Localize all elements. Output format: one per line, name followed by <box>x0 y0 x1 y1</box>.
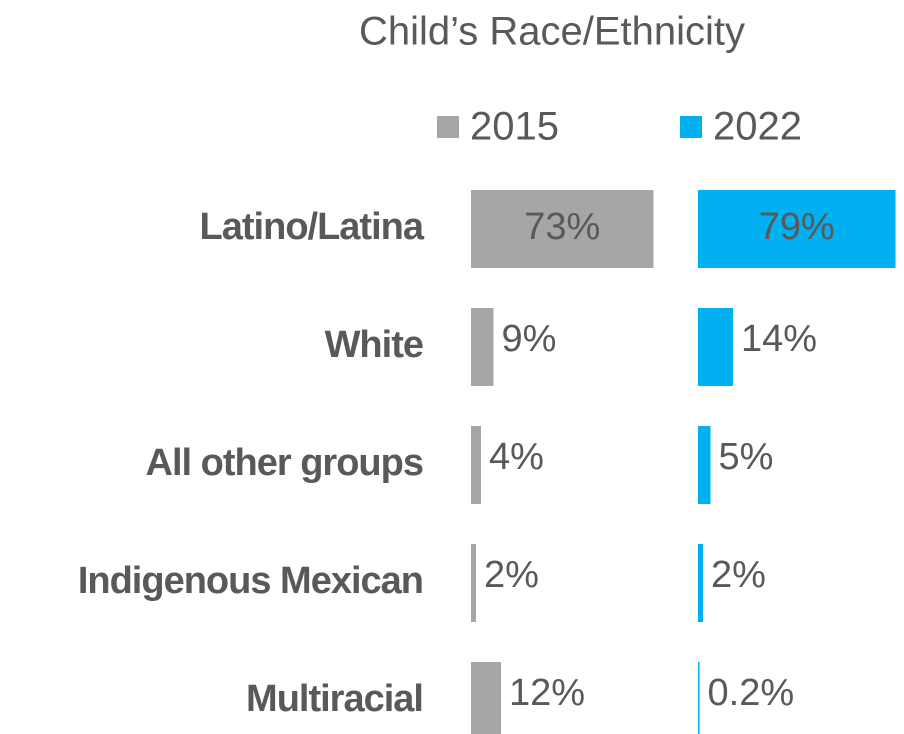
category-label: White <box>325 324 423 366</box>
bar <box>698 662 700 734</box>
data-label: 2% <box>711 554 766 596</box>
data-label: 73% <box>524 206 600 248</box>
category-label: Latino/Latina <box>200 206 425 248</box>
legend-swatch <box>680 116 702 138</box>
data-label: 2% <box>484 554 539 596</box>
bar <box>471 190 654 268</box>
chart-title: Child’s Race/Ethnicity <box>359 10 745 54</box>
legend-swatch <box>437 116 459 138</box>
legend-label: 2022 <box>713 105 802 149</box>
bar <box>698 544 703 622</box>
category-label: Multiracial <box>246 678 423 720</box>
bar <box>698 308 733 386</box>
data-label: 9% <box>502 318 557 360</box>
data-label: 4% <box>489 436 544 478</box>
bar <box>471 308 494 386</box>
data-label: 12% <box>509 672 585 714</box>
data-label: 14% <box>741 318 817 360</box>
bar <box>471 426 481 504</box>
legend-label: 2015 <box>470 105 559 149</box>
data-label: 5% <box>719 436 774 478</box>
bar <box>471 662 501 734</box>
bar <box>471 544 476 622</box>
bar <box>698 426 711 504</box>
data-label: 79% <box>759 206 835 248</box>
category-label: Indigenous Mexican <box>78 560 423 602</box>
bar <box>698 190 896 268</box>
data-label: 0.2% <box>708 672 795 714</box>
category-label: All other groups <box>146 442 423 484</box>
